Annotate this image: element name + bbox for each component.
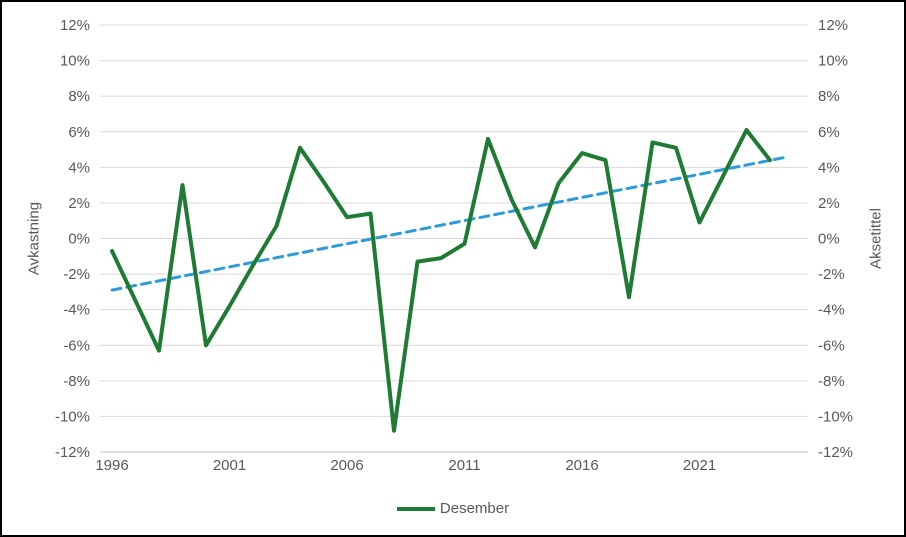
left-y-tick-label: 12%: [60, 17, 90, 34]
left-y-tick-label: -8%: [63, 373, 90, 390]
x-tick-label: 2011: [448, 457, 480, 474]
legend: Desember: [2, 500, 904, 517]
left-y-tick-label: -6%: [63, 337, 90, 354]
right-y-tick-label: 12%: [818, 17, 848, 34]
left-y-tick-label: -12%: [55, 444, 90, 461]
left-y-tick-label: 2%: [68, 195, 90, 212]
right-y-tick-label: -4%: [818, 302, 845, 319]
right-y-tick-label: 10%: [818, 53, 848, 70]
left-y-tick-label: 0%: [68, 231, 90, 248]
x-tick-label: 2006: [330, 457, 363, 474]
x-tick-label: 2021: [683, 457, 716, 474]
right-y-tick-label: -6%: [818, 337, 845, 354]
left-y-tick-label: 4%: [68, 159, 90, 176]
right-axis-title: Aksetittel: [867, 208, 885, 269]
right-y-tick-label: -10%: [818, 408, 853, 425]
x-tick-label: 2016: [565, 457, 598, 474]
left-y-tick-label: -10%: [55, 408, 90, 425]
right-y-tick-label: -12%: [818, 444, 853, 461]
right-y-tick-label: -8%: [818, 373, 845, 390]
x-tick-label: 1996: [95, 457, 128, 474]
right-y-tick-label: 2%: [818, 195, 840, 212]
series-line-desember: [110, 128, 772, 433]
left-y-tick-label: -4%: [63, 302, 90, 319]
left-y-tick-label: -2%: [63, 266, 90, 283]
right-y-tick-label: 6%: [818, 124, 840, 141]
right-y-tick-label: 8%: [818, 88, 840, 105]
right-y-tick-label: -2%: [818, 266, 845, 283]
trend-line: [110, 155, 791, 292]
right-y-tick-label: 0%: [818, 231, 840, 248]
left-y-tick-label: 6%: [68, 124, 90, 141]
right-y-tick-label: 4%: [818, 159, 840, 176]
x-tick-label: 2001: [213, 457, 246, 474]
legend-label: Desember: [439, 500, 510, 517]
left-y-tick-label: 8%: [68, 88, 90, 105]
left-y-tick-label: 10%: [60, 53, 90, 70]
legend-line-swatch: [396, 506, 435, 511]
left-axis-title: Avkastning: [25, 201, 43, 276]
